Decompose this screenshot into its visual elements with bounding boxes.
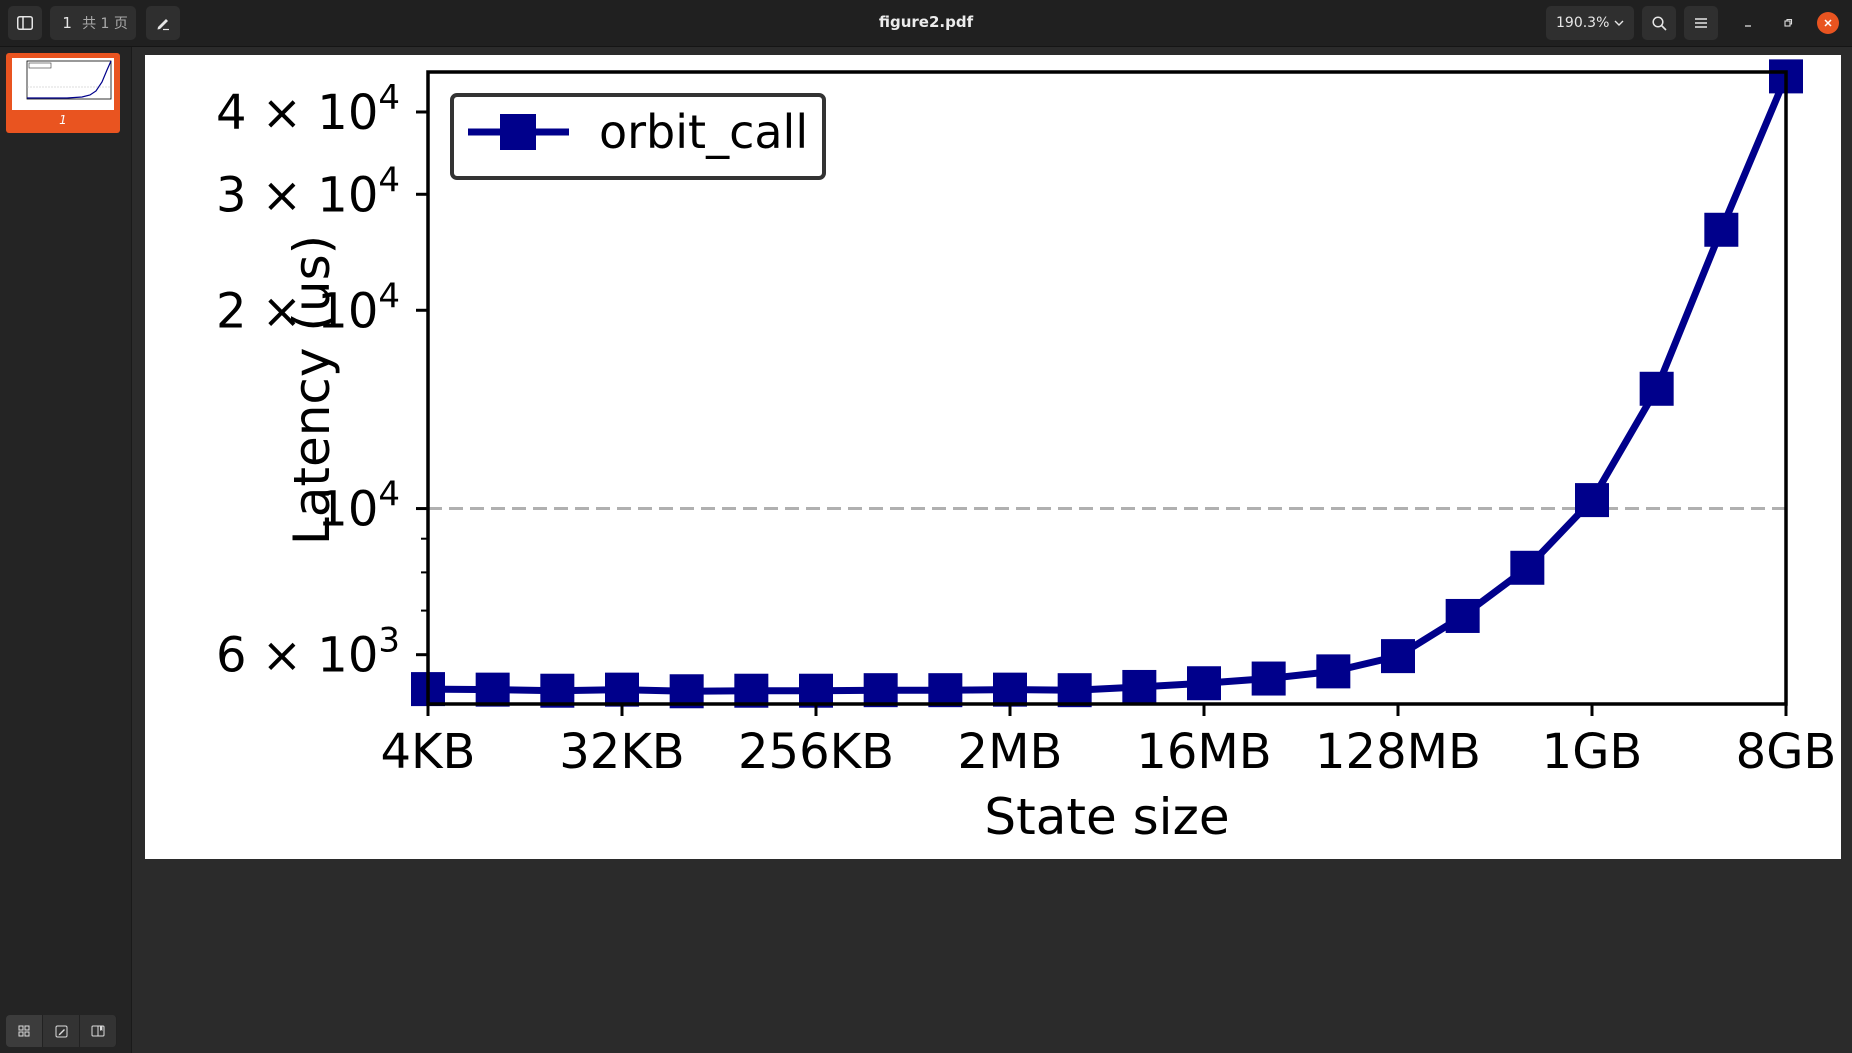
data-point-marker (1510, 550, 1545, 585)
x-tick-label: 8GB (1736, 724, 1837, 780)
data-point-marker (1251, 661, 1286, 696)
data-point-marker (1445, 598, 1480, 633)
x-tick-label: 1GB (1542, 724, 1643, 780)
bookmarks-view-button[interactable] (80, 1015, 117, 1047)
data-point-marker (605, 672, 639, 707)
thumbnail-sidebar: 1 (0, 47, 132, 1053)
annotations-view-button[interactable] (43, 1015, 80, 1047)
zoom-level: 190.3% (1556, 15, 1610, 31)
hamburger-menu-icon (1695, 18, 1707, 28)
data-point-marker (1122, 669, 1157, 704)
zoom-select[interactable]: 190.3% (1546, 6, 1634, 40)
x-tick-label: 16MB (1136, 724, 1271, 780)
chevron-down-icon (1614, 20, 1624, 26)
legend-box (450, 93, 826, 180)
page-number-input[interactable]: 1 (62, 14, 72, 32)
x-tick-label: 128MB (1315, 724, 1481, 780)
edit-note-icon (55, 1025, 67, 1037)
pen-edit-icon (157, 19, 169, 31)
legend: orbit_call (450, 93, 826, 180)
y-tick-label: 6 × 103 (216, 621, 400, 684)
thumbnail-chart-image (26, 60, 112, 100)
data-point-marker (1187, 666, 1221, 701)
data-point-marker (734, 673, 769, 708)
sidebar-panel-icon (17, 16, 33, 30)
data-point-marker (1575, 483, 1609, 518)
close-button[interactable] (1817, 12, 1839, 34)
x-tick-label: 32KB (559, 724, 684, 780)
data-point-marker (993, 672, 1027, 707)
data-point-marker (1316, 654, 1351, 689)
data-point-marker (928, 673, 963, 708)
sidebar-toggle-button[interactable] (8, 6, 42, 40)
y-tick-label: 104 (317, 475, 400, 538)
data-point-marker (1381, 639, 1415, 674)
restore-window-icon (1784, 18, 1793, 27)
legend-label: orbit_call (599, 105, 808, 159)
plot-frame (426, 70, 1788, 706)
restore-button[interactable] (1777, 12, 1799, 34)
data-point-marker (799, 673, 833, 708)
y-tick-label: 2 × 104 (216, 276, 400, 339)
x-axis-label: State size (984, 788, 1229, 846)
page-thumbnail[interactable]: 1 (6, 53, 120, 133)
sidebar-view-switcher (6, 1015, 117, 1047)
grid-icon (18, 1025, 30, 1037)
data-point-marker (863, 673, 898, 708)
minimize-button[interactable] (1737, 12, 1759, 34)
bookmark-book-icon (91, 1025, 105, 1037)
x-tick-label: 4KB (381, 724, 476, 780)
data-point-marker (1057, 673, 1092, 708)
toolbar: 1 共 1 页 figure2.pdf 190.3% (0, 0, 1852, 47)
data-point-marker (1639, 371, 1674, 406)
latency-chart: 4KB 32KB 256KB 2MB 16MB 128MB 1GB 8GB 6 × 103 10… (216, 59, 1837, 846)
pdf-page: 4KB 32KB 256KB 2MB 16MB 128MB 1GB 8GB 6 × 103 10… (145, 55, 1841, 859)
close-icon (1824, 19, 1832, 27)
x-tick-label: 2MB (958, 724, 1063, 780)
thumbnail-page-number: 1 (59, 113, 67, 127)
y-axis-label: Latency (us) (283, 235, 341, 545)
minimize-icon (1745, 25, 1751, 27)
thumbnails-view-button[interactable] (6, 1015, 43, 1047)
page-total-label: 共 1 页 (82, 16, 128, 32)
data-point-marker (540, 673, 575, 708)
x-tick-label: 256KB (738, 724, 894, 780)
thumbnail-preview (12, 58, 114, 110)
search-button[interactable] (1642, 6, 1676, 40)
search-icon (1651, 15, 1667, 31)
data-point-marker (475, 672, 510, 707)
data-point-marker (1704, 212, 1739, 247)
page-navigator: 1 共 1 页 (50, 6, 136, 40)
annotate-button[interactable] (146, 6, 180, 40)
legend-square-marker (500, 114, 536, 150)
series-line-orbit-call (427, 75, 1790, 695)
y-tick-label: 3 × 104 (216, 160, 400, 223)
y-tick-label: 4 × 104 (216, 78, 400, 141)
menu-button[interactable] (1684, 6, 1718, 40)
